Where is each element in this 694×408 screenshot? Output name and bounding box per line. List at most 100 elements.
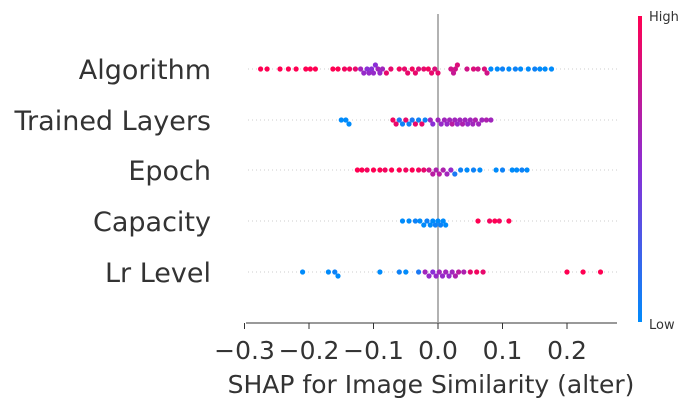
feature-label-algorithm: Algorithm — [79, 55, 211, 86]
point-epoch — [499, 167, 506, 173]
point-algorithm — [303, 66, 309, 72]
point-lr-level — [436, 269, 442, 275]
point-capacity — [432, 222, 438, 228]
x-tick-label: −0.3 — [214, 336, 275, 365]
point-capacity — [506, 218, 512, 224]
point-algorithm — [537, 66, 543, 72]
point-trained-layers — [447, 117, 453, 123]
point-lr-level — [456, 269, 462, 275]
point-trained-layers — [476, 121, 482, 127]
point-algorithm — [416, 66, 422, 72]
point-capacity — [406, 218, 412, 224]
point-trained-layers — [472, 117, 478, 123]
point-algorithm — [285, 66, 291, 72]
point-algorithm — [525, 66, 531, 72]
x-tick-label: 0.1 — [483, 336, 523, 365]
point-lr-level — [403, 269, 409, 275]
point-trained-layers — [390, 117, 396, 123]
point-algorithm — [421, 66, 427, 72]
point-capacity — [417, 218, 423, 224]
point-trained-layers — [465, 121, 471, 127]
point-algorithm — [429, 70, 435, 76]
point-trained-layers — [441, 117, 447, 123]
point-epoch — [416, 167, 422, 173]
point-trained-layers — [396, 117, 402, 123]
point-epoch — [477, 167, 483, 173]
point-epoch — [382, 167, 388, 173]
point-trained-layers — [393, 121, 399, 127]
point-algorithm — [312, 66, 318, 72]
point-capacity — [427, 222, 433, 228]
point-capacity — [421, 222, 427, 228]
feature-label-epoch: Epoch — [128, 156, 211, 187]
point-capacity — [438, 222, 444, 228]
point-algorithm — [481, 66, 487, 72]
point-capacity — [443, 222, 449, 228]
point-trained-layers — [444, 121, 450, 127]
point-lr-level — [580, 269, 586, 275]
point-epoch — [359, 167, 365, 173]
point-lr-level — [480, 269, 486, 275]
point-algorithm — [435, 70, 441, 76]
point-epoch — [403, 167, 409, 173]
row-gridlines — [248, 68, 617, 273]
point-trained-layers — [427, 117, 433, 123]
x-tick-label: 0.0 — [418, 336, 458, 365]
point-trained-layers — [409, 117, 415, 123]
point-trained-layers — [416, 117, 422, 123]
point-capacity — [424, 218, 430, 224]
point-trained-layers — [406, 121, 412, 127]
point-algorithm — [330, 66, 336, 72]
point-epoch — [433, 167, 439, 173]
point-trained-layers — [435, 117, 441, 123]
point-epoch — [519, 167, 525, 173]
point-algorithm — [542, 66, 548, 72]
point-epoch — [377, 167, 383, 173]
point-algorithm — [335, 66, 341, 72]
point-lr-level — [300, 269, 306, 275]
point-epoch — [409, 167, 415, 173]
point-trained-layers — [467, 117, 473, 123]
point-capacity — [430, 218, 436, 224]
point-lr-level — [597, 269, 604, 275]
point-trained-layers — [343, 117, 349, 123]
point-epoch — [458, 167, 464, 173]
point-epoch — [514, 167, 520, 173]
point-algorithm — [548, 66, 555, 72]
point-algorithm — [488, 66, 494, 72]
point-lr-level — [461, 269, 467, 275]
point-algorithm — [532, 66, 538, 72]
point-lr-level — [416, 269, 422, 275]
point-lr-level — [426, 273, 432, 279]
point-trained-layers — [462, 117, 468, 123]
point-algorithm — [506, 66, 512, 72]
point-algorithm — [484, 70, 490, 76]
point-algorithm — [375, 66, 381, 72]
point-trained-layers — [483, 117, 489, 123]
point-lr-level — [332, 269, 338, 275]
point-algorithm — [347, 66, 353, 72]
point-algorithm — [405, 70, 411, 76]
point-algorithm — [452, 66, 458, 72]
point-epoch — [440, 167, 446, 173]
point-lr-level — [422, 269, 428, 275]
point-trained-layers — [419, 121, 425, 127]
colorbar-high-label: High — [649, 10, 679, 25]
point-algorithm — [412, 70, 418, 76]
point-algorithm — [494, 66, 500, 72]
beeswarm-points — [258, 62, 604, 279]
point-trained-layers — [399, 121, 406, 127]
point-algorithm — [388, 66, 394, 72]
point-algorithm — [341, 66, 348, 72]
point-trained-layers — [338, 117, 344, 123]
colorbar-low-label: Low — [649, 318, 675, 333]
point-trained-layers — [403, 117, 409, 123]
point-lr-level — [377, 269, 383, 275]
point-lr-level — [564, 269, 570, 275]
point-algorithm — [450, 70, 457, 76]
point-lr-level — [474, 269, 480, 275]
point-algorithm — [432, 66, 438, 72]
point-lr-level — [335, 273, 341, 279]
point-capacity — [435, 218, 441, 224]
point-lr-level — [430, 269, 436, 275]
